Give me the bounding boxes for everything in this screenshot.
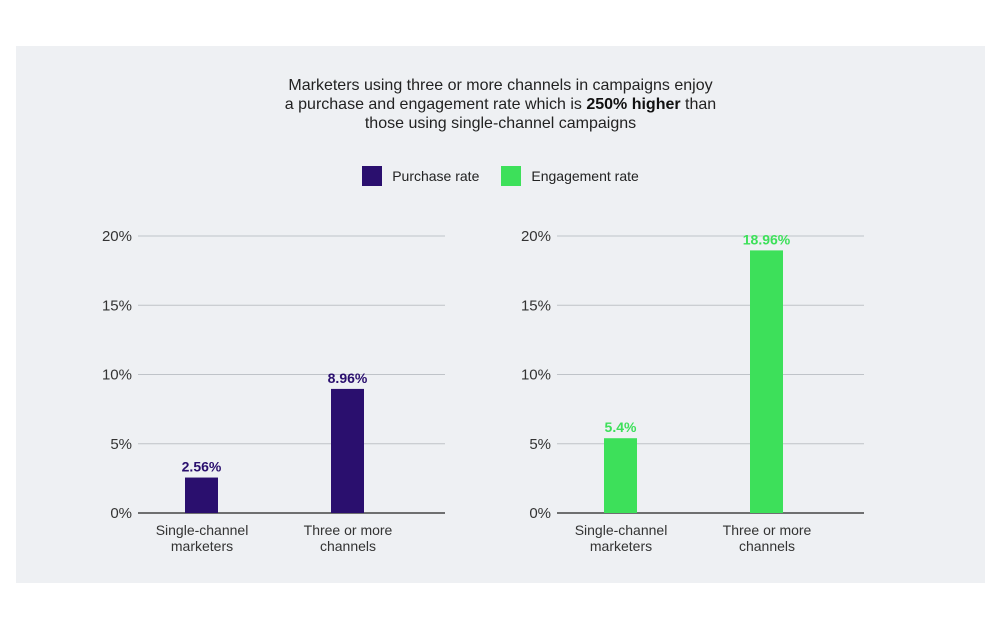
chart-panel: Marketers using three or more channels i… [16, 46, 985, 583]
title-line-3: those using single-channel campaigns [364, 115, 637, 132]
legend-swatch-engagement [501, 166, 522, 186]
legend: Purchase rate Engagement rate [16, 166, 985, 186]
y-tick-label: 10% [102, 367, 132, 384]
title-line-2: a purchase and engagement rate which is … [16, 95, 985, 114]
bar [750, 250, 783, 514]
value-label: 18.96% [743, 231, 791, 247]
y-tick-label: 15% [102, 297, 132, 314]
y-tick-label: 20% [102, 228, 132, 245]
title-line-1: Marketers using three or more channels i… [288, 77, 713, 94]
x-category-label: channels [739, 538, 795, 554]
value-label: 8.96% [328, 370, 368, 386]
y-tick-label: 5% [110, 436, 132, 453]
bar [604, 438, 637, 513]
title-highlight: 250% higher [586, 96, 681, 113]
value-label: 2.56% [182, 459, 222, 475]
x-category-label: marketers [171, 538, 233, 554]
y-tick-label: 5% [529, 436, 551, 453]
bar [185, 477, 218, 513]
x-category-label: channels [320, 538, 376, 554]
title-line-2-post: than [680, 96, 717, 113]
y-tick-label: 20% [521, 228, 551, 245]
y-tick-label: 0% [110, 505, 132, 522]
x-category-label: Three or more [723, 522, 812, 538]
y-tick-label: 15% [521, 297, 551, 314]
x-category-label: marketers [590, 538, 652, 554]
legend-label-engagement: Engagement rate [531, 168, 639, 184]
legend-item-purchase: Purchase rate [362, 166, 479, 186]
legend-swatch-purchase [362, 166, 383, 186]
x-category-label: Single-channel [575, 522, 668, 538]
x-category-label: Three or more [304, 522, 393, 538]
title-line-2-pre: a purchase and engagement rate which is [284, 96, 587, 113]
y-tick-label: 10% [521, 367, 551, 384]
y-tick-label: 0% [529, 505, 551, 522]
bar [331, 388, 364, 513]
chart-title: Marketers using three or more channels i… [16, 76, 985, 133]
legend-item-engagement: Engagement rate [501, 166, 639, 186]
value-label: 5.4% [605, 419, 637, 435]
legend-label-purchase: Purchase rate [392, 168, 480, 184]
x-category-label: Single-channel [156, 522, 249, 538]
charts-svg: 0%5%10%15%20%2.56%Single-channelmarketer… [102, 228, 864, 554]
